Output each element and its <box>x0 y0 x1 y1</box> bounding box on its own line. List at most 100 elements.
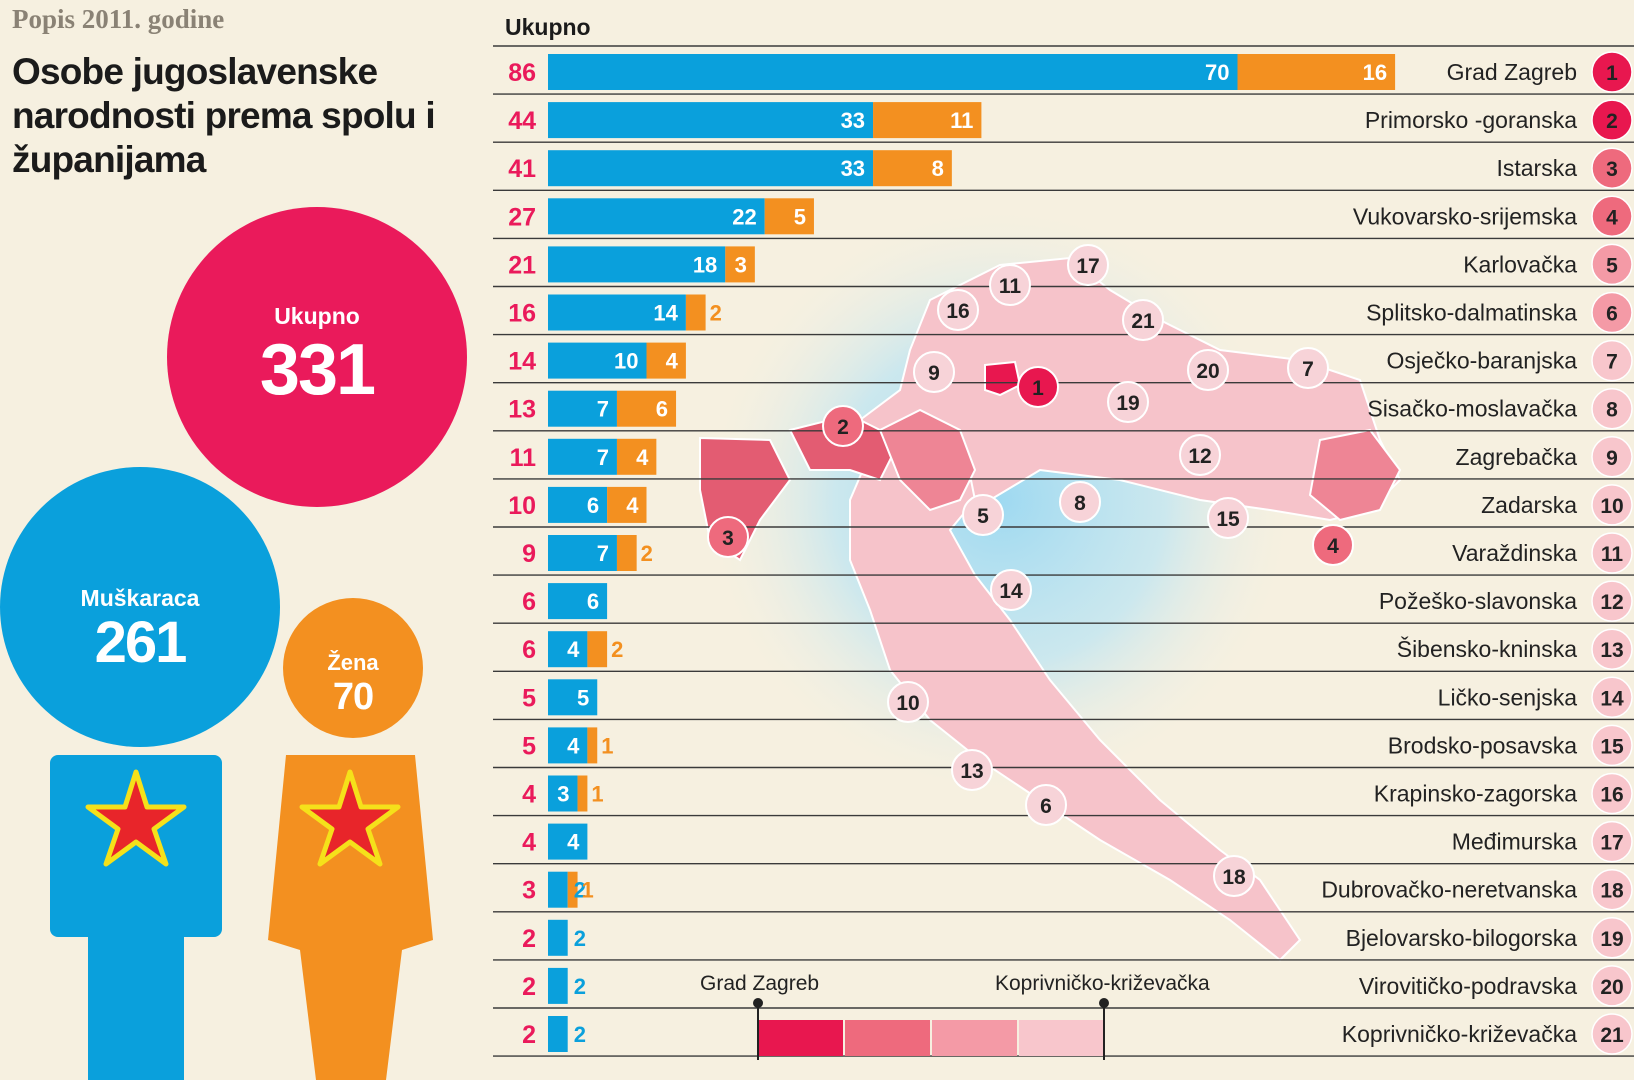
total-value-label: 16 <box>508 300 536 328</box>
total-value-label: 2 <box>522 1021 536 1049</box>
county-name: Brodsko-posavska <box>1388 732 1577 758</box>
map-badge-number: 15 <box>1216 508 1240 531</box>
rank-number: 9 <box>1606 447 1618 470</box>
rank-number: 17 <box>1600 832 1623 855</box>
bar-women-label: 2 <box>710 301 722 326</box>
bar-men <box>548 54 1238 90</box>
left-panel: Popis 2011. godine Osobe jugoslavenske n… <box>0 0 480 1080</box>
map-badge-number: 21 <box>1131 310 1155 333</box>
rank-badge <box>1591 51 1633 93</box>
total-value-label: 10 <box>508 492 536 520</box>
legend-marker-right <box>1099 998 1109 1008</box>
bar-women-label: 4 <box>636 445 649 470</box>
bar-men <box>548 775 578 812</box>
bar-women <box>587 631 608 668</box>
bar-women <box>685 294 706 331</box>
bar-women-label: 8 <box>932 156 944 181</box>
map-badge <box>990 569 1032 611</box>
total-value-label: 86 <box>508 59 536 87</box>
county-name: Varaždinska <box>1452 540 1577 566</box>
county-name: Šibensko-kninska <box>1397 635 1577 662</box>
map-badge-number: 5 <box>977 505 989 528</box>
bar-women <box>646 342 686 379</box>
county-name: Primorsko -goranska <box>1365 107 1577 133</box>
rank-badge <box>1591 580 1633 622</box>
map-badge-number: 4 <box>1327 535 1339 558</box>
bar-men <box>548 631 588 668</box>
bar-men <box>548 390 617 427</box>
map-badge <box>1059 481 1101 523</box>
bar-men-label: 22 <box>732 204 756 229</box>
bar-men-label: 7 <box>597 397 609 422</box>
bar-men-label: 2 <box>574 1022 586 1047</box>
men-value: 261 <box>94 610 188 675</box>
bar-women <box>587 727 598 764</box>
bar-men <box>548 727 588 764</box>
map-badge <box>822 405 864 447</box>
county-name: Ličko-senjska <box>1438 684 1578 710</box>
bar-women <box>616 438 657 475</box>
bar-women <box>873 102 982 139</box>
rank-badge <box>1591 820 1633 863</box>
map-badge-number: 19 <box>1116 392 1139 415</box>
rank-number: 14 <box>1600 687 1624 710</box>
bar-women-label: 5 <box>794 204 806 229</box>
rank-badge <box>1591 724 1633 767</box>
bar-women-label: 2 <box>641 541 653 566</box>
rank-number: 15 <box>1600 735 1624 758</box>
rank-number: 19 <box>1600 928 1623 951</box>
bar-men <box>548 679 598 716</box>
bar-women-label: 1 <box>582 878 594 903</box>
man-figure-icon <box>50 755 222 1080</box>
bar-men-label: 14 <box>653 301 678 326</box>
men-bubble: Muškaraca 261 <box>0 467 280 747</box>
county-name: Karlovačka <box>1463 251 1577 277</box>
map-badge-number: 10 <box>896 692 919 715</box>
map-badge <box>1017 366 1059 408</box>
map-badge <box>1207 497 1249 539</box>
total-value-label: 5 <box>522 684 536 712</box>
column-header: Ukupno <box>505 14 591 40</box>
county-name: Bjelovarsko-bilogorska <box>1346 925 1578 951</box>
rank-badge <box>1591 532 1633 574</box>
rank-number: 20 <box>1600 976 1623 999</box>
map-badge <box>887 681 929 723</box>
legend-swatch <box>845 1020 930 1056</box>
rank-number: 1 <box>1606 62 1618 85</box>
women-label: Žena <box>327 650 379 675</box>
map-badge-number: 8 <box>1074 492 1086 515</box>
star-icon <box>299 769 401 867</box>
bar-men <box>548 967 568 1004</box>
bar-men <box>548 871 568 908</box>
bar-men <box>548 342 647 379</box>
bar-men-label: 5 <box>577 685 589 710</box>
rank-number: 21 <box>1600 1024 1624 1047</box>
county-name: Krapinsko-zagorska <box>1374 781 1577 807</box>
map-badge <box>913 351 955 393</box>
rank-number: 10 <box>1600 495 1623 518</box>
map-badge <box>1312 524 1354 566</box>
total-value-label: 13 <box>508 396 536 424</box>
county-name: Sisačko-moslavačka <box>1367 396 1577 422</box>
bar-men <box>548 438 617 475</box>
bar-men-label: 4 <box>567 733 580 758</box>
rank-number: 18 <box>1600 880 1624 903</box>
bar-men-label: 4 <box>567 830 580 855</box>
bar-women <box>764 198 814 235</box>
total-value-label: 27 <box>508 203 536 231</box>
bar-women <box>616 390 677 427</box>
bar-women-label: 1 <box>591 782 603 807</box>
bar-men <box>548 486 608 523</box>
total-value-label: 2 <box>522 973 536 1001</box>
rank-number: 3 <box>1606 158 1618 181</box>
map-badge <box>951 749 993 791</box>
bar-men <box>548 198 765 235</box>
bar-men <box>548 150 874 187</box>
legend-swatch <box>1019 1020 1104 1056</box>
bar-men-label: 2 <box>574 974 586 999</box>
map-badge-number: 13 <box>960 760 983 783</box>
bar-men-label: 7 <box>597 445 609 470</box>
total-value-label: 11 <box>510 444 537 472</box>
county-name: Vukovarsko-srijemska <box>1353 203 1577 229</box>
